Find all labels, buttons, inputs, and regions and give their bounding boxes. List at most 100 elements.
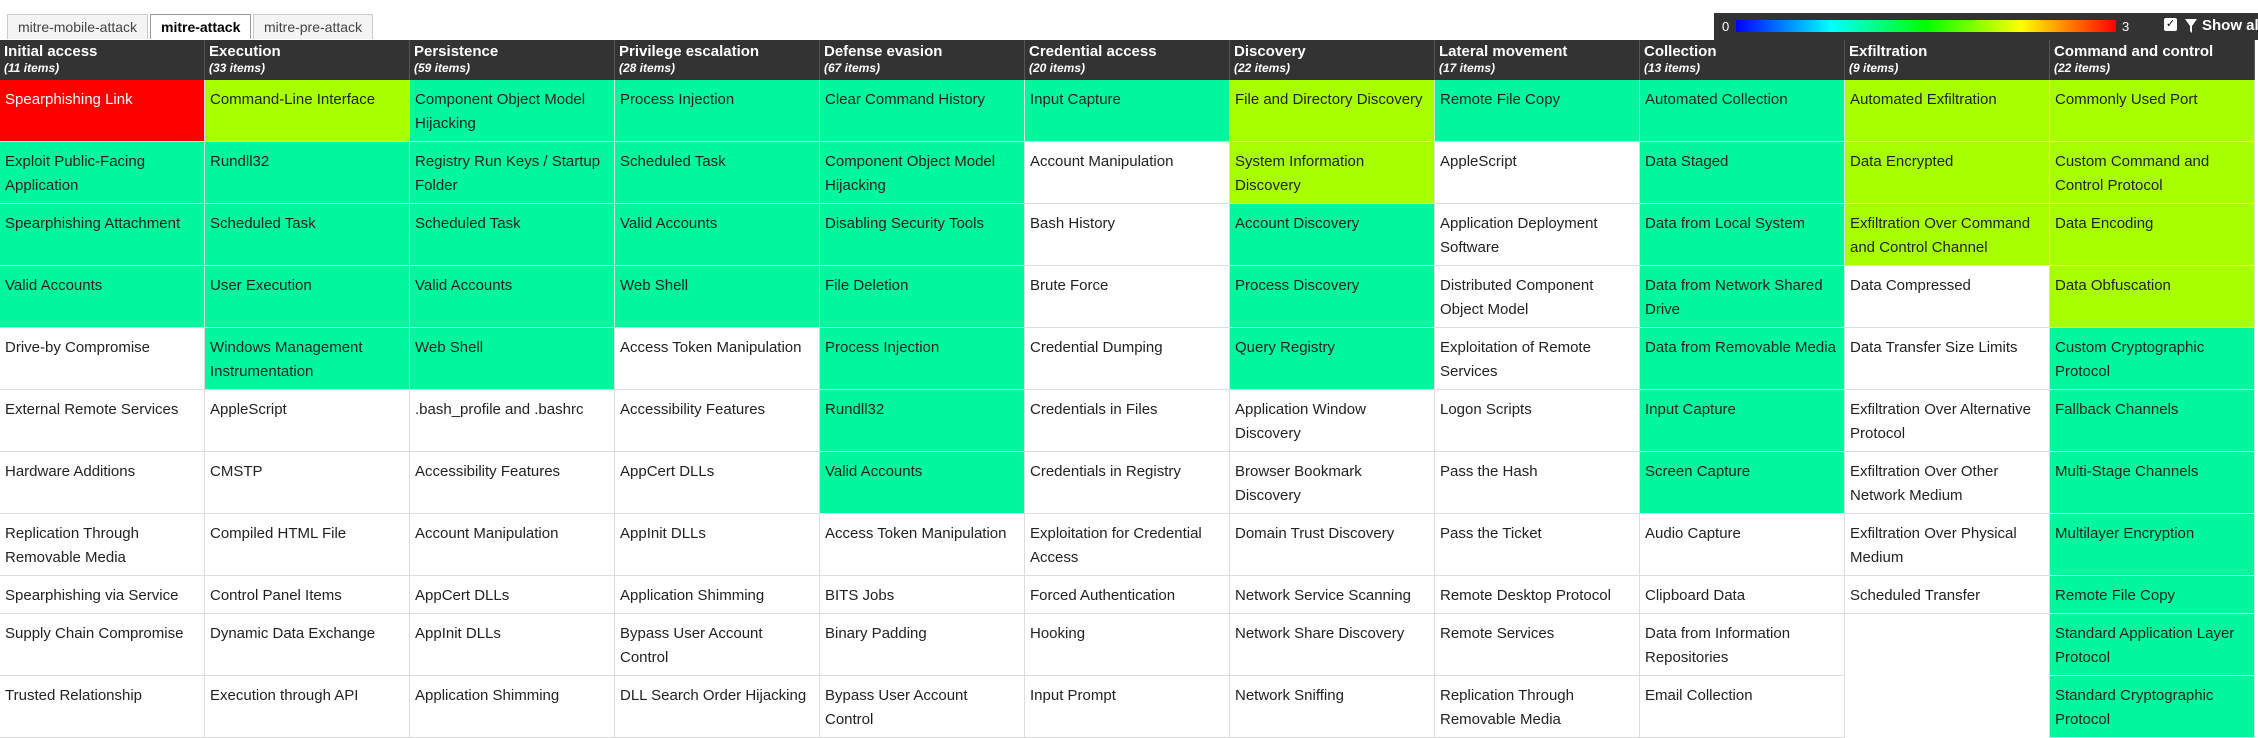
technique-cell[interactable]: Process Discovery — [1229, 265, 1435, 328]
technique-cell[interactable]: Spearphishing Link — [0, 80, 205, 142]
technique-cell[interactable]: Email Collection — [1639, 675, 1845, 738]
technique-cell[interactable]: Spearphishing Attachment — [0, 203, 205, 266]
technique-cell[interactable]: Valid Accounts — [0, 265, 205, 328]
tactic-header[interactable]: Credential access (20 items) — [1024, 40, 1230, 80]
technique-cell[interactable]: Supply Chain Compromise — [0, 613, 205, 676]
tactic-header[interactable]: Discovery (22 items) — [1229, 40, 1435, 80]
technique-cell[interactable]: Credentials in Files — [1024, 389, 1230, 452]
technique-cell[interactable]: Automated Collection — [1639, 80, 1845, 142]
technique-cell[interactable]: Data from Information Repositories — [1639, 613, 1845, 676]
technique-cell[interactable]: Control Panel Items — [204, 575, 410, 614]
tab[interactable]: mitre-mobile-attack — [7, 14, 149, 39]
technique-cell[interactable]: AppleScript — [1434, 141, 1640, 204]
technique-cell[interactable]: Valid Accounts — [614, 203, 820, 266]
technique-cell[interactable]: Exfiltration Over Physical Medium — [1844, 513, 2050, 576]
technique-cell[interactable]: Bypass User Account Control — [614, 613, 820, 676]
technique-cell[interactable]: Audio Capture — [1639, 513, 1845, 576]
technique-cell[interactable]: User Execution — [204, 265, 410, 328]
technique-cell[interactable]: Dynamic Data Exchange — [204, 613, 410, 676]
technique-cell[interactable]: Hooking — [1024, 613, 1230, 676]
technique-cell[interactable]: .bash_profile and .bashrc — [409, 389, 615, 452]
technique-cell[interactable]: Standard Cryptographic Protocol — [2049, 675, 2255, 738]
technique-cell[interactable]: Remote Services — [1434, 613, 1640, 676]
technique-cell[interactable]: Network Share Discovery — [1229, 613, 1435, 676]
technique-cell[interactable]: Query Registry — [1229, 327, 1435, 390]
technique-cell[interactable]: Web Shell — [409, 327, 615, 390]
technique-cell[interactable]: BITS Jobs — [819, 575, 1025, 614]
technique-cell[interactable]: Distributed Component Object Model — [1434, 265, 1640, 328]
technique-cell[interactable]: Application Shimming — [614, 575, 820, 614]
technique-cell[interactable]: Screen Capture — [1639, 451, 1845, 514]
technique-cell[interactable]: Network Sniffing — [1229, 675, 1435, 738]
tactic-header[interactable]: Persistence (59 items) — [409, 40, 615, 80]
technique-cell[interactable]: AppInit DLLs — [614, 513, 820, 576]
technique-cell[interactable]: Accessibility Features — [614, 389, 820, 452]
technique-cell[interactable]: Account Manipulation — [1024, 141, 1230, 204]
tactic-header[interactable]: Lateral movement (17 items) — [1434, 40, 1640, 80]
technique-cell[interactable]: Remote File Copy — [1434, 80, 1640, 142]
technique-cell[interactable]: Exfiltration Over Other Network Medium — [1844, 451, 2050, 514]
technique-cell[interactable]: Valid Accounts — [409, 265, 615, 328]
technique-cell[interactable]: Registry Run Keys / Startup Folder — [409, 141, 615, 204]
technique-cell[interactable]: Custom Command and Control Protocol — [2049, 141, 2255, 204]
technique-cell[interactable]: Multi-Stage Channels — [2049, 451, 2255, 514]
technique-cell[interactable]: Data Staged — [1639, 141, 1845, 204]
technique-cell[interactable]: External Remote Services — [0, 389, 205, 452]
technique-cell[interactable]: Hardware Additions — [0, 451, 205, 514]
technique-cell[interactable]: Replication Through Removable Media — [1434, 675, 1640, 738]
technique-cell[interactable]: Compiled HTML File — [204, 513, 410, 576]
technique-cell[interactable]: Application Deployment Software — [1434, 203, 1640, 266]
show-all-checkbox[interactable]: ✓ — [2164, 18, 2177, 31]
technique-cell[interactable]: Process Injection — [614, 80, 820, 142]
technique-cell[interactable]: Rundll32 — [204, 141, 410, 204]
technique-cell[interactable]: Exploitation for Credential Access — [1024, 513, 1230, 576]
technique-cell[interactable]: Exploit Public-Facing Application — [0, 141, 205, 204]
technique-cell[interactable]: Exfiltration Over Alternative Protocol — [1844, 389, 2050, 452]
technique-cell[interactable]: Exploitation of Remote Services — [1434, 327, 1640, 390]
technique-cell[interactable]: Credentials in Registry — [1024, 451, 1230, 514]
technique-cell[interactable]: Windows Management Instrumentation — [204, 327, 410, 390]
technique-cell[interactable]: Component Object Model Hijacking — [409, 80, 615, 142]
technique-cell[interactable]: Clipboard Data — [1639, 575, 1845, 614]
technique-cell[interactable]: System Information Discovery — [1229, 141, 1435, 204]
technique-cell[interactable]: Network Service Scanning — [1229, 575, 1435, 614]
technique-cell[interactable]: Disabling Security Tools — [819, 203, 1025, 266]
technique-cell[interactable]: Application Shimming — [409, 675, 615, 738]
tactic-header[interactable]: Collection (13 items) — [1639, 40, 1845, 80]
technique-cell[interactable]: Forced Authentication — [1024, 575, 1230, 614]
tactic-header[interactable]: Defense evasion (67 items) — [819, 40, 1025, 80]
technique-cell[interactable]: Scheduled Task — [614, 141, 820, 204]
technique-cell[interactable]: Data Compressed — [1844, 265, 2050, 328]
technique-cell[interactable]: Trusted Relationship — [0, 675, 205, 738]
technique-cell[interactable]: Bypass User Account Control — [819, 675, 1025, 738]
technique-cell[interactable]: Scheduled Task — [204, 203, 410, 266]
technique-cell[interactable]: Application Window Discovery — [1229, 389, 1435, 452]
technique-cell[interactable]: Remote File Copy — [2049, 575, 2255, 614]
technique-cell[interactable]: Data from Local System — [1639, 203, 1845, 266]
technique-cell[interactable]: AppleScript — [204, 389, 410, 452]
technique-cell[interactable]: CMSTP — [204, 451, 410, 514]
show-all-label[interactable]: Show all — [2202, 17, 2258, 34]
technique-cell[interactable]: Execution through API — [204, 675, 410, 738]
technique-cell[interactable]: Data Encrypted — [1844, 141, 2050, 204]
technique-cell[interactable]: AppCert DLLs — [614, 451, 820, 514]
technique-cell[interactable]: Access Token Manipulation — [614, 327, 820, 390]
technique-cell[interactable]: Data from Removable Media — [1639, 327, 1845, 390]
technique-cell[interactable]: Replication Through Removable Media — [0, 513, 205, 576]
technique-cell[interactable]: Spearphishing via Service — [0, 575, 205, 614]
technique-cell[interactable]: AppCert DLLs — [409, 575, 615, 614]
technique-cell[interactable]: Scheduled Task — [409, 203, 615, 266]
technique-cell[interactable]: Accessibility Features — [409, 451, 615, 514]
technique-cell[interactable]: Browser Bookmark Discovery — [1229, 451, 1435, 514]
technique-cell[interactable]: Valid Accounts — [819, 451, 1025, 514]
tab[interactable]: mitre-pre-attack — [253, 14, 374, 39]
technique-cell[interactable]: Standard Application Layer Protocol — [2049, 613, 2255, 676]
technique-cell[interactable]: Pass the Ticket — [1434, 513, 1640, 576]
technique-cell[interactable]: Commonly Used Port — [2049, 80, 2255, 142]
technique-cell[interactable]: Process Injection — [819, 327, 1025, 390]
technique-cell[interactable]: Command-Line Interface — [204, 80, 410, 142]
technique-cell[interactable]: Data Encoding — [2049, 203, 2255, 266]
tactic-header[interactable]: Privilege escalation (28 items) — [614, 40, 820, 80]
technique-cell[interactable]: Remote Desktop Protocol — [1434, 575, 1640, 614]
technique-cell[interactable]: Pass the Hash — [1434, 451, 1640, 514]
